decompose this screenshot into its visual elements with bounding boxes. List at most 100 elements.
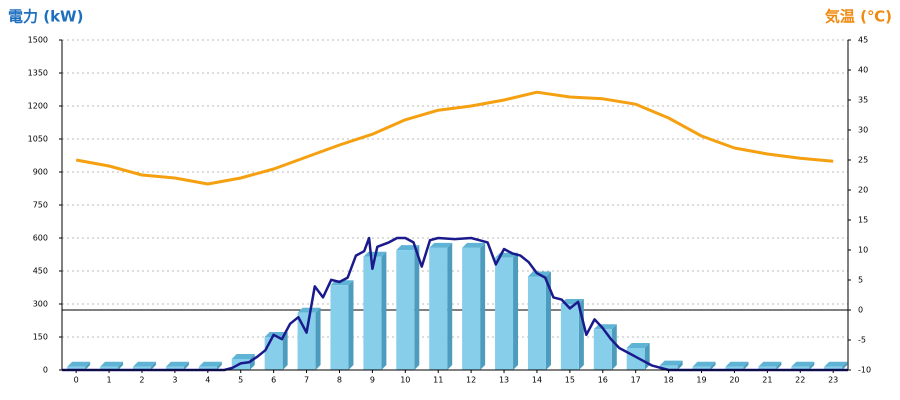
y2-tick-label: 35: [858, 96, 868, 105]
bar-top: [396, 245, 420, 251]
y-tick-label: 750: [33, 201, 48, 210]
bar-top: [132, 361, 156, 367]
bar: [725, 366, 744, 370]
bar: [396, 250, 415, 370]
bar-top: [659, 360, 683, 366]
x-tick-label: 14: [532, 376, 542, 385]
y-tick-label: 300: [33, 300, 48, 309]
bar-side: [150, 361, 156, 370]
bar-top: [429, 242, 453, 248]
bar-side: [480, 242, 486, 370]
bar-side: [743, 361, 749, 370]
bar-top: [100, 361, 124, 367]
x-tick-label: 5: [238, 376, 243, 385]
bar: [198, 366, 217, 370]
y2-tick-label: 5: [858, 276, 863, 285]
y2-tick-label: 30: [858, 126, 868, 135]
bar-top: [165, 361, 189, 367]
bar-top: [758, 361, 782, 367]
x-tick-label: 3: [172, 376, 177, 385]
x-tick-label: 23: [828, 376, 838, 385]
x-tick-label: 16: [598, 376, 608, 385]
y2-tick-label: 45: [858, 36, 868, 45]
bar-side: [381, 251, 387, 370]
bar-top: [824, 361, 848, 367]
bar: [593, 329, 612, 370]
bar: [363, 256, 382, 370]
x-tick-label: 12: [466, 376, 476, 385]
y-tick-label: 450: [33, 267, 48, 276]
bar-top: [198, 361, 222, 367]
y-tick-label: 1500: [28, 36, 48, 45]
bar: [132, 366, 151, 370]
bar-side: [447, 242, 453, 370]
bar: [824, 366, 843, 370]
bar-side: [513, 252, 519, 370]
y2-tick-label: 0: [858, 306, 863, 315]
bar: [692, 366, 711, 370]
x-tick-label: 7: [304, 376, 309, 385]
y2-tick-label: 15: [858, 216, 868, 225]
bar: [527, 276, 546, 370]
bar-top: [692, 361, 716, 367]
bar-top: [725, 361, 749, 367]
y2-tick-label: 25: [858, 156, 868, 165]
bar: [429, 247, 448, 370]
bar-side: [809, 361, 815, 370]
y-tick-label: 1350: [28, 69, 48, 78]
x-tick-label: 20: [729, 376, 739, 385]
y-tick-label: 1050: [28, 135, 48, 144]
bar: [791, 366, 810, 370]
bar: [297, 312, 316, 370]
right-axis-title: 気温 (℃): [825, 8, 892, 26]
y2-tick-label: -10: [858, 366, 871, 375]
y-tick-label: 150: [33, 333, 48, 342]
y-tick-label: 0: [43, 366, 48, 375]
bar-top: [626, 343, 650, 348]
x-tick-label: 22: [795, 376, 805, 385]
bar: [67, 366, 86, 370]
y2-tick-label: 10: [858, 246, 868, 255]
y2-tick-label: 40: [858, 66, 868, 75]
x-tick-label: 2: [139, 376, 144, 385]
bar-side: [282, 332, 288, 370]
bar: [100, 366, 119, 370]
bar-side: [85, 361, 91, 370]
x-tick-label: 19: [696, 376, 706, 385]
x-tick-label: 10: [400, 376, 410, 385]
x-tick-label: 8: [337, 376, 342, 385]
bar: [560, 304, 579, 370]
y2-tick-label: -5: [858, 336, 866, 345]
bar-side: [842, 361, 848, 370]
bar: [462, 247, 481, 370]
y-tick-label: 900: [33, 168, 48, 177]
x-tick-label: 15: [565, 376, 575, 385]
x-tick-label: 18: [664, 376, 674, 385]
line: [62, 236, 848, 372]
bar-side: [183, 361, 189, 370]
bar: [330, 285, 349, 370]
bar: [264, 337, 283, 370]
bar: [659, 365, 678, 370]
bar-side: [677, 360, 683, 370]
bar-top: [462, 242, 486, 248]
x-tick-label: 1: [107, 376, 112, 385]
x-tick-label: 17: [631, 376, 641, 385]
bar-side: [414, 245, 420, 370]
y2-tick-label: 20: [858, 186, 868, 195]
bar-top: [264, 332, 288, 337]
x-tick-label: 0: [74, 376, 79, 385]
bar-side: [348, 280, 354, 370]
bar-top: [231, 354, 255, 359]
bar-side: [545, 271, 551, 370]
x-tick-label: 4: [205, 376, 210, 385]
x-tick-label: 11: [433, 376, 443, 385]
bar-top: [67, 361, 91, 367]
bar-side: [118, 361, 124, 370]
bar: [758, 366, 777, 370]
bar-side: [776, 361, 782, 370]
x-tick-label: 9: [370, 376, 375, 385]
left-axis-title: 電力 (kW): [8, 8, 83, 26]
x-tick-label: 6: [271, 376, 276, 385]
